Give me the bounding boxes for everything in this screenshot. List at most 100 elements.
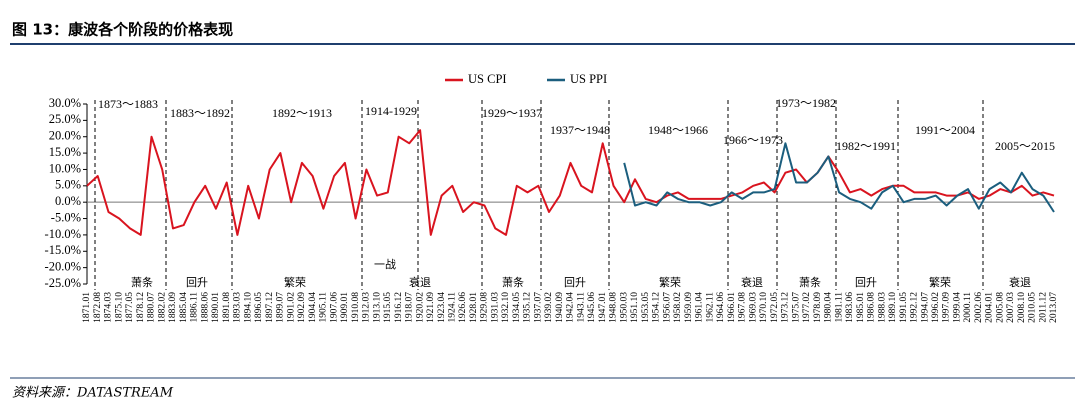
y-tick-label: -20.0% [45, 260, 81, 274]
period-label: 1929～1937 [482, 106, 542, 120]
x-tick-label: 1959.09 [684, 292, 694, 323]
x-tick-label: 1992.12 [910, 292, 920, 323]
x-tick-label: 1940.09 [555, 292, 565, 323]
x-tick-label: 1972.05 [770, 292, 780, 323]
x-tick-label: 1902.09 [297, 292, 307, 323]
x-tick-label: 1945.06 [587, 292, 597, 323]
x-tick-label: 1912.03 [362, 292, 372, 323]
x-tick-label: 1994.07 [920, 292, 930, 323]
phase-label: 衰退 [741, 275, 763, 289]
x-tick-label: 1874.03 [104, 292, 114, 323]
x-tick-label: 2005.08 [995, 292, 1005, 323]
period-label: 1914-1929 [365, 104, 417, 118]
x-tick-label: 1932.10 [501, 292, 511, 323]
chart-title: 图 13：康波各个阶段的价格表现 [12, 21, 233, 39]
x-tick-label: 1929.08 [480, 292, 490, 323]
legend-label: US CPI [468, 72, 507, 86]
legend-label: US PPI [570, 72, 607, 86]
x-tick-label: 1880.07 [147, 292, 157, 323]
x-tick-label: 2004.01 [985, 292, 995, 323]
x-tick-label: 1942.04 [566, 292, 576, 323]
y-tick-label: 10.0% [49, 161, 81, 175]
x-tick-label: 1905.11 [319, 292, 329, 323]
x-tick-label: 1931.03 [490, 292, 500, 323]
x-tick-label: 1899.07 [276, 292, 286, 323]
x-tick-label: 1939.02 [544, 292, 554, 323]
phase-label: 萧条 [131, 275, 153, 289]
x-tick-label: 2007.03 [1006, 292, 1016, 323]
phase-label: 回升 [564, 276, 586, 289]
x-tick-label: 1916.12 [394, 292, 404, 323]
x-tick-label: 1981.11 [834, 292, 844, 323]
period-label: 1991～2004 [915, 123, 975, 137]
y-tick-label: 30.0% [49, 96, 81, 110]
x-tick-label: 1977.02 [802, 292, 812, 323]
phase-label: 衰退 [409, 275, 431, 289]
x-tick-label: 1907.06 [329, 292, 339, 323]
period-label: 1948～1966 [648, 123, 708, 137]
x-tick-label: 1886.11 [190, 292, 200, 323]
x-tick-label: 1894.10 [243, 292, 253, 323]
phase-label: 回升 [186, 276, 208, 289]
y-tick-label: -5.0% [51, 210, 81, 224]
phase-label: 萧条 [799, 275, 821, 289]
phase-label: 繁荣 [284, 275, 306, 289]
x-tick-label: 1885.04 [179, 292, 189, 323]
period-label: 1973～1982 [776, 96, 836, 110]
x-tick-label: 2013.07 [1049, 292, 1059, 323]
x-tick-label: 1970.10 [759, 292, 769, 323]
x-tick-label: 2010.05 [1028, 292, 1038, 323]
x-tick-label: 1910.08 [351, 292, 361, 323]
x-tick-label: 1997.09 [942, 292, 952, 323]
period-label: 1873～1883 [98, 97, 158, 111]
x-tick-label: 1983.06 [845, 292, 855, 323]
x-tick-label: 1921.09 [426, 292, 436, 323]
x-tick-label: 1962.11 [705, 292, 715, 323]
x-tick-label: 1918.07 [405, 292, 415, 323]
x-tick-label: 1973.12 [781, 292, 791, 323]
x-tick-label: 1926.06 [458, 292, 468, 323]
x-tick-label: 1956.07 [662, 292, 672, 323]
x-tick-label: 1943.11 [576, 292, 586, 323]
x-tick-label: 2011.12 [1038, 292, 1048, 323]
phase-label: 繁荣 [929, 275, 951, 289]
period-label: 2005～2015 [995, 139, 1055, 153]
x-tick-label: 1890.01 [211, 292, 221, 323]
x-tick-label: 1923.04 [437, 292, 447, 323]
y-tick-label: -10.0% [45, 227, 81, 241]
phase-label: 繁荣 [659, 275, 681, 289]
y-tick-label: 15.0% [49, 145, 81, 159]
x-tick-label: 1875.10 [114, 292, 124, 323]
x-tick-label: 1958.02 [673, 292, 683, 323]
x-tick-label: 1877.05 [125, 292, 135, 323]
x-tick-label: 1872.08 [93, 292, 103, 323]
period-label: 1883～1892 [170, 106, 230, 120]
x-tick-label: 1901.02 [286, 292, 296, 323]
x-tick-label: 1950.03 [619, 292, 629, 323]
x-tick-label: 2002.06 [974, 292, 984, 323]
x-tick-label: 1985.01 [856, 292, 866, 323]
x-tick-label: 1986.08 [867, 292, 877, 323]
x-tick-label: 1897.12 [265, 292, 275, 323]
x-tick-label: 1954.12 [652, 292, 662, 323]
x-tick-label: 1989.10 [888, 292, 898, 323]
y-tick-label: 5.0% [55, 178, 81, 192]
x-tick-label: 1996.02 [931, 292, 941, 323]
source: 资料来源：DATASTREAM [12, 386, 174, 401]
x-tick-label: 1951.10 [630, 292, 640, 323]
x-tick-label: 1969.03 [748, 292, 758, 323]
x-tick-label: 1975.07 [791, 292, 801, 323]
x-tick-label: 1978.09 [813, 292, 823, 323]
x-tick-label: 1871.01 [82, 292, 92, 323]
x-tick-label: 1891.08 [222, 292, 232, 323]
x-tick-label: 1920.02 [415, 292, 425, 323]
x-tick-label: 1893.03 [233, 292, 243, 323]
y-tick-label: 25.0% [49, 112, 81, 126]
x-tick-label: 1888.06 [200, 292, 210, 323]
period-label: 1966～1973 [723, 133, 783, 147]
x-tick-label: 1928.01 [469, 292, 479, 323]
x-tick-label: 1896.05 [254, 292, 264, 323]
x-tick-label: 1935.12 [523, 292, 533, 323]
x-tick-label: 1878.12 [136, 292, 146, 323]
